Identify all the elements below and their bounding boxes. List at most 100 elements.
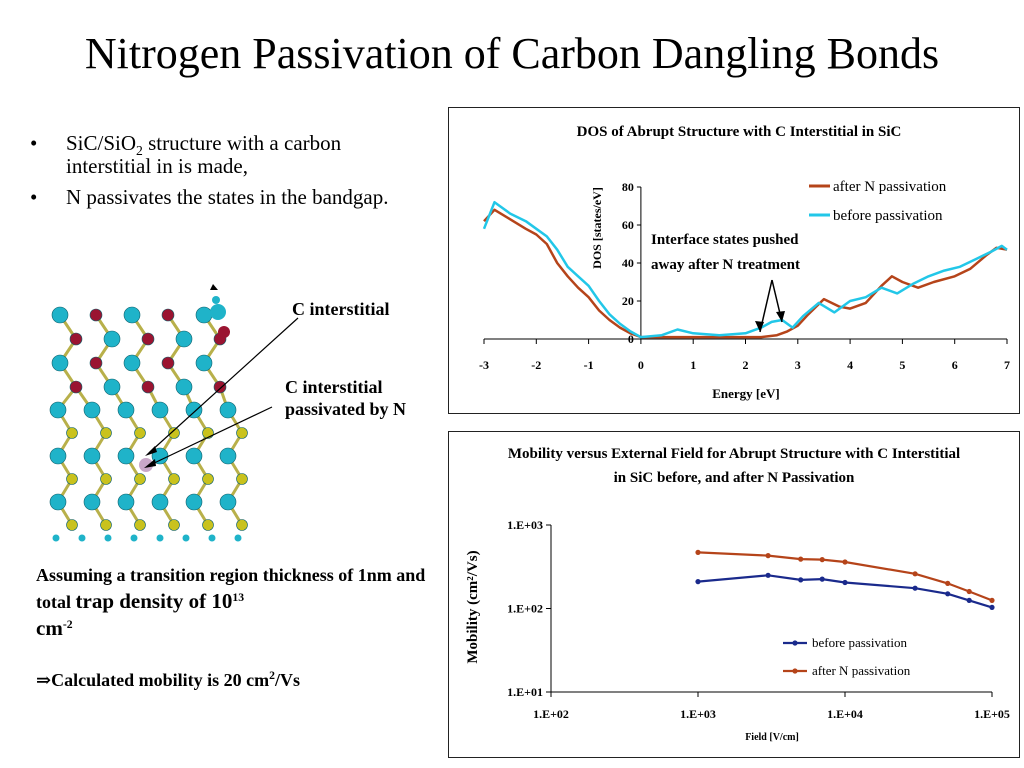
mobility-y-tick-label: 1.E+03 [507, 518, 543, 532]
mobility-data-point [912, 571, 918, 577]
molecule-atom [117, 401, 135, 419]
bullet-text-tail: structure with a carbon interstitial in … [66, 131, 342, 178]
mobility-data-point [966, 588, 972, 595]
dos-y-tick-label: 20 [622, 294, 634, 308]
molecule-atom [130, 534, 138, 542]
note-trap-density: trap density of 10 [75, 589, 233, 613]
molecule-atom [219, 401, 237, 419]
mobility-chart: Mobility versus External Field for Abrup… [448, 431, 1020, 758]
bullet-subscript: 2 [136, 143, 143, 159]
calc-exponent: 2 [269, 669, 275, 682]
assumption-note: Assuming a transition region thickness o… [36, 562, 431, 642]
molecule-atom [49, 401, 67, 419]
dos-series-line [483, 208, 1008, 339]
note-unit-exponent: -2 [62, 618, 73, 631]
mobility-data-point [819, 557, 825, 563]
molecule-atoms [49, 284, 248, 542]
molecule-atom [151, 401, 169, 419]
dos-x-tick-label: -2 [531, 358, 541, 372]
mobility-data-point [798, 556, 804, 562]
dos-chart-title: DOS of Abrupt Structure with C Interstit… [577, 124, 902, 140]
molecule-atom [134, 473, 146, 485]
mobility-data-point [912, 585, 918, 591]
mobility-legend-marker [792, 640, 798, 646]
molecule-atom [66, 427, 78, 439]
mobility-x-tick-label: 1.E+03 [680, 707, 716, 721]
molecule-atom [83, 401, 101, 419]
mobility-data-point [765, 572, 771, 578]
mobility-data-point [966, 597, 972, 603]
molecule-atom [168, 519, 180, 531]
molecule-atom [212, 296, 220, 304]
dos-legend-label: before passivation [833, 208, 943, 224]
molecule-atom [103, 378, 121, 396]
molecule-atom [83, 447, 101, 465]
bullet-item: • SiC/SiO2 structure with a carbon inter… [30, 132, 430, 178]
molecule-atom [51, 354, 69, 372]
molecule-atom [69, 380, 83, 394]
molecule-atom [236, 473, 248, 485]
mobility-y-axis-label: Mobility (cm²/Vs) [465, 550, 481, 663]
mobility-data-point [842, 579, 848, 586]
molecule-atom [117, 447, 135, 465]
dos-legend-label: after N passivation [833, 179, 947, 195]
interstitial-label: C interstitial [292, 299, 390, 319]
molecule-atom [195, 354, 213, 372]
mobility-x-axis-label: Field [V/cm] [745, 732, 799, 743]
mobility-data-point [819, 576, 825, 582]
molecule-atom [141, 332, 155, 346]
molecule-atom [236, 519, 248, 531]
bullet-marker: • [30, 131, 38, 155]
mobility-chart-title-line: Mobility versus External Field for Abrup… [508, 446, 960, 462]
dos-x-tick-label: 1 [690, 358, 696, 372]
molecule-atom [100, 519, 112, 531]
molecule-atom [213, 380, 227, 394]
molecule-atom [161, 356, 175, 370]
molecule-atom [103, 330, 121, 348]
dos-x-tick-label: 4 [847, 358, 853, 372]
molecule-atom [100, 427, 112, 439]
molecule-atom [123, 306, 141, 324]
molecule-atom [234, 534, 242, 542]
molecule-atom [236, 427, 248, 439]
dos-chart-svg: DOS of Abrupt Structure with C Interstit… [479, 124, 1010, 401]
molecule-atom [156, 534, 164, 542]
molecule-atom [52, 534, 60, 542]
molecule-atom [49, 493, 67, 511]
page-title: Nitrogen Passivation of Carbon Dangling … [84, 29, 940, 78]
mobility-data-point [765, 553, 771, 559]
calculated-mobility: ⇒Calculated mobility is 20 cm2/Vs [36, 670, 431, 691]
molecule-atom [218, 326, 230, 338]
molecule-atom [195, 306, 213, 324]
dos-x-tick-label: 0 [638, 358, 644, 372]
dos-x-tick-label: -3 [479, 358, 489, 372]
molecule-atom [104, 534, 112, 542]
molecule-atom [208, 534, 216, 542]
molecule-atom [117, 493, 135, 511]
mobility-data-point [798, 577, 804, 583]
molecule-atom [175, 378, 193, 396]
molecule-atom [151, 447, 169, 465]
molecule-atom [202, 519, 214, 531]
mobility-data-point [695, 579, 701, 585]
bullet-list: • SiC/SiO2 structure with a carbon inter… [30, 132, 430, 217]
molecule-atom [123, 354, 141, 372]
implies-arrow-icon: ⇒ [36, 670, 52, 690]
molecule-small-arrow-icon [210, 284, 218, 290]
mobility-data-point [989, 604, 995, 610]
mobility-chart-svg: Mobility versus External Field for Abrup… [465, 446, 1010, 743]
molecule-atom [83, 493, 101, 511]
molecule-atom [66, 519, 78, 531]
note-text: Assuming a transition region thickness o… [36, 565, 426, 612]
molecule-atom [89, 356, 103, 370]
molecule-atom [168, 427, 180, 439]
molecule-atom [51, 306, 69, 324]
molecule-atom [219, 447, 237, 465]
dos-x-tick-label: -1 [584, 358, 594, 372]
molecule-atom [134, 519, 146, 531]
molecule-atom [141, 380, 155, 394]
mobility-data-point [695, 549, 701, 555]
molecule-atom [210, 304, 226, 320]
molecule-atom [49, 447, 67, 465]
mobility-data-point [842, 559, 848, 565]
